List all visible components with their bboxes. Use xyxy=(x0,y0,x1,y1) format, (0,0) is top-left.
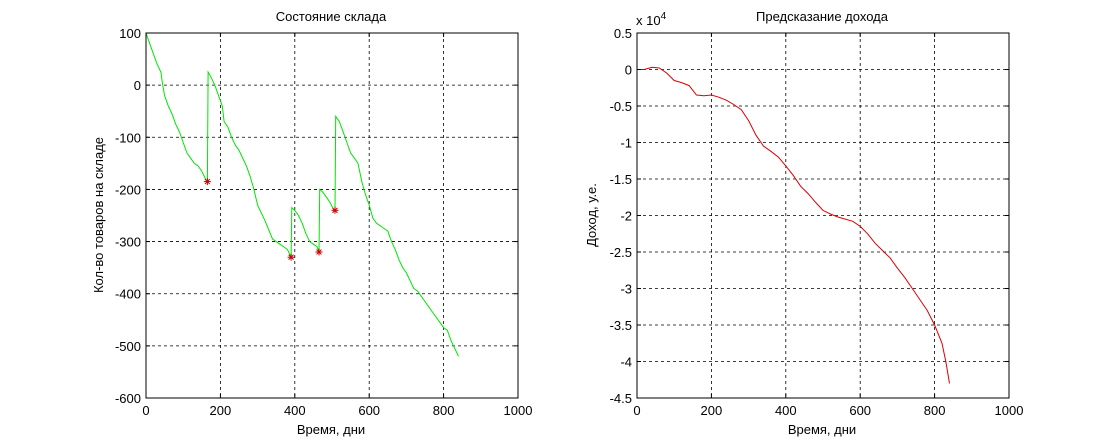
x-tick-label: 400 xyxy=(284,403,306,418)
series-line xyxy=(637,66,950,384)
y-tick-label: -400 xyxy=(115,287,141,302)
y-tick-label: -0.5 xyxy=(610,99,632,114)
chart-income-forecast: Предсказание дохода Время, дни Доход, у.… xyxy=(584,9,1023,437)
x-tick-label: 0 xyxy=(633,403,640,418)
y-tick-label: -600 xyxy=(115,391,141,406)
y-tick-label: -300 xyxy=(115,235,141,250)
x-tick-label: 600 xyxy=(358,403,380,418)
x-tick-label: 1000 xyxy=(504,403,533,418)
chart-title: Предсказание дохода xyxy=(756,9,889,24)
x-tick-label: 400 xyxy=(775,403,797,418)
y-axis-label: Доход, у.е. xyxy=(584,183,599,247)
x-tick-label: 600 xyxy=(849,403,871,418)
reorder-marker xyxy=(315,248,323,256)
y-axis-label: Кол-во товаров на складе xyxy=(91,137,106,293)
x-axis-label: Время, дни xyxy=(788,422,856,437)
y-tick-label: 0 xyxy=(134,78,141,93)
y-tick-label: -3 xyxy=(620,282,632,297)
y-tick-label: -2.5 xyxy=(610,245,632,260)
y-tick-label: -100 xyxy=(115,130,141,145)
plot-background xyxy=(146,33,518,398)
x-tick-label: 800 xyxy=(433,403,455,418)
y-tick-label: -500 xyxy=(115,339,141,354)
x-tick-label: 200 xyxy=(210,403,232,418)
y-tick-label: -3.5 xyxy=(610,318,632,333)
chart-stock-level: Состояние склада Время, дни Кол-во товар… xyxy=(91,9,532,437)
y-tick-label: 100 xyxy=(119,26,141,41)
reorder-marker xyxy=(331,206,339,214)
x-tick-label: 200 xyxy=(701,403,723,418)
x-axis-label: Время, дни xyxy=(297,422,365,437)
x-tick-label: 800 xyxy=(924,403,946,418)
y-axis-exponent: x 104 xyxy=(636,11,667,28)
y-tick-label: -4 xyxy=(620,355,632,370)
y-tick-label: -2 xyxy=(620,209,632,224)
y-tick-label: -1.5 xyxy=(610,172,632,187)
plot-area xyxy=(637,33,1009,398)
y-tick-label: 0.5 xyxy=(614,26,632,41)
reorder-marker xyxy=(287,253,295,261)
plot-area xyxy=(145,32,518,398)
x-tick-label: 1000 xyxy=(995,403,1024,418)
chart-title: Состояние склада xyxy=(276,9,387,24)
exponent-power: 4 xyxy=(661,11,667,22)
axes-frame xyxy=(145,32,519,399)
y-tick-label: -200 xyxy=(115,182,141,197)
y-tick-label: -1 xyxy=(620,136,632,151)
y-tick-label: 0 xyxy=(625,63,632,78)
series-line xyxy=(145,32,459,357)
reorder-marker xyxy=(203,178,211,186)
y-tick-label: -4.5 xyxy=(610,391,632,406)
x-tick-label: 0 xyxy=(142,403,149,418)
exponent-base: x 10 xyxy=(636,13,661,28)
